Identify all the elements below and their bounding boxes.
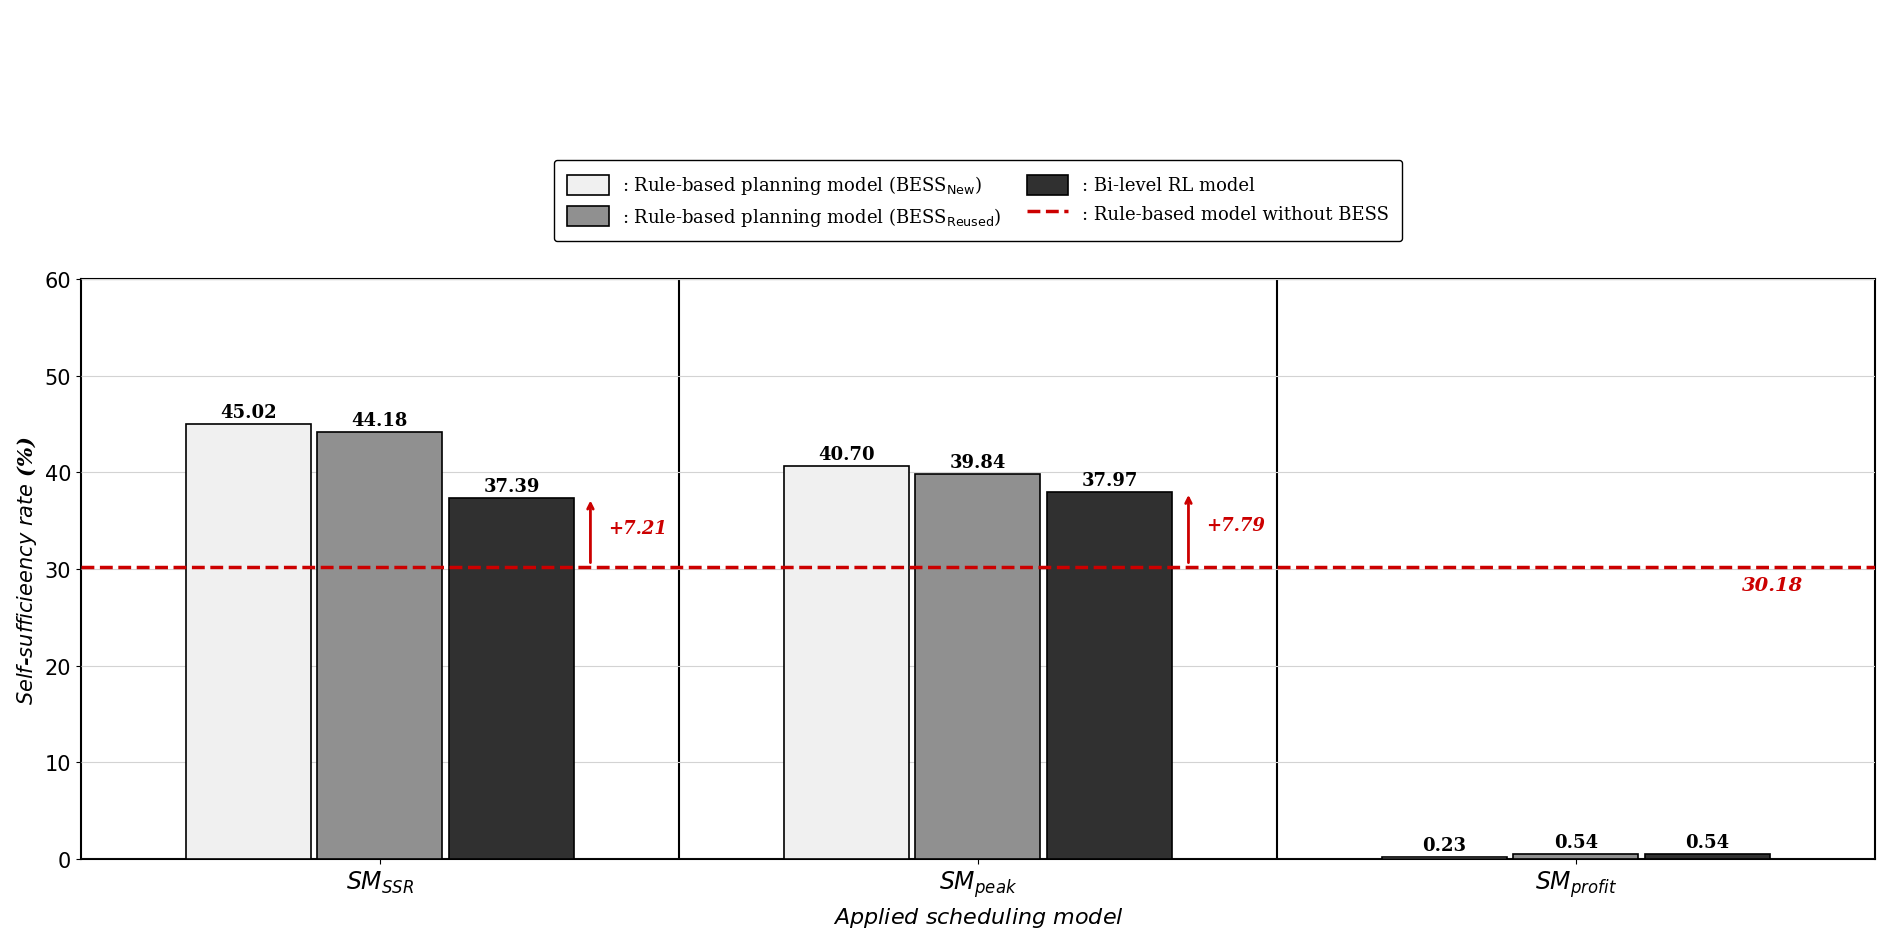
Bar [185,425,310,859]
Bar [1513,854,1638,859]
Bar [784,466,909,859]
Bar [450,498,574,859]
Text: +7.79: +7.79 [1205,516,1264,534]
Text: 0.23: 0.23 [1422,836,1466,854]
Bar [1381,857,1506,859]
Bar [1047,493,1171,859]
Text: 45.02: 45.02 [219,404,276,422]
Bar [1643,854,1770,859]
Text: 0.54: 0.54 [1553,833,1598,851]
Text: 37.39: 37.39 [484,478,540,496]
Y-axis label: $\mathit{Self}$-$\mathit{sufficieency\ rate}$ (%): $\mathit{Self}$-$\mathit{sufficieency\ r… [15,435,40,704]
Text: 37.97: 37.97 [1081,472,1137,490]
X-axis label: $\mathit{Applied\ scheduling\ model}$: $\mathit{Applied\ scheduling\ model}$ [831,905,1122,929]
Bar [914,475,1041,859]
Text: 39.84: 39.84 [950,454,1005,472]
Text: +7.21: +7.21 [608,519,667,537]
Text: 30.18: 30.18 [1742,577,1802,595]
Text: 44.18: 44.18 [351,412,408,430]
Text: 40.70: 40.70 [818,446,875,464]
Legend: : Rule-based planning model (BESS$_{\mathrm{New}}$), : Rule-based planning model: : Rule-based planning model (BESS$_{\mat… [553,160,1402,242]
Bar [317,432,442,859]
Text: 0.54: 0.54 [1685,833,1728,851]
